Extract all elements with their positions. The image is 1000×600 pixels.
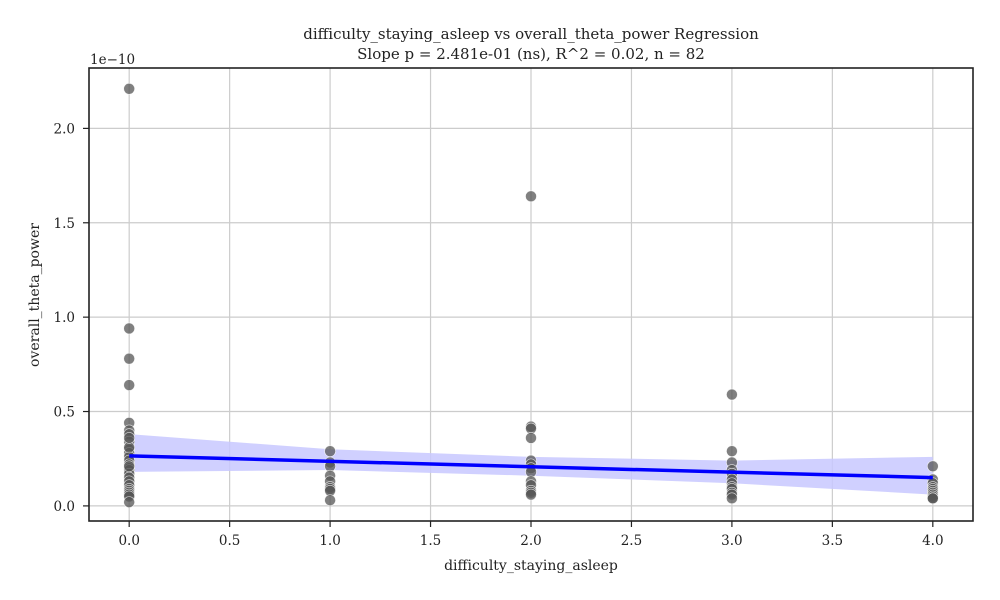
data-point [726,492,738,505]
x-tick-label: 3.0 [721,533,742,549]
data-point [525,488,537,501]
data-point [123,496,135,508]
data-point [123,82,135,95]
x-tick-label: 0.5 [219,533,240,549]
x-axis-label: difficulty_staying_asleep [444,558,618,574]
y-tick-label: 0.0 [54,499,75,515]
data-point [324,494,336,507]
data-point [726,445,738,457]
data-point [726,388,738,401]
chart-title: difficulty_staying_asleep vs overall_the… [303,25,759,43]
x-tick-label: 1.5 [420,533,441,549]
data-point [123,460,135,473]
y-tick-label: 2.0 [54,121,75,137]
data-point [927,460,939,473]
data-point [525,432,537,444]
y-axis-ticks: 0.0 0.5 1.0 1.5 2.0 [54,121,89,515]
data-point [324,445,336,457]
x-tick-label: 4.0 [922,533,943,549]
y-tick-label: 0.5 [54,405,75,421]
data-point [123,352,135,365]
data-point [927,492,939,505]
x-axis-ticks: 0.0 0.5 1.0 1.5 2.0 2.5 3.0 3.5 4.0 [118,521,944,549]
regression-line-layer [129,454,933,480]
x-tick-label: 2.5 [621,533,642,549]
y-tick-label: 1.0 [54,310,75,326]
data-point [525,190,537,203]
y-tick-label: 1.5 [54,216,75,232]
x-tick-label: 0.0 [118,533,139,549]
y-offset-label: 1e−10 [90,52,135,68]
grid-lines [89,68,973,521]
x-tick-label: 2.0 [520,533,541,549]
data-point [123,379,135,391]
y-axis-label: overall_theta_power [27,223,43,367]
plot-frame [88,67,974,522]
x-tick-label: 1.0 [319,533,340,549]
regression-line [129,454,933,480]
data-point [123,322,135,335]
x-tick-label: 3.5 [822,533,843,549]
chart-subtitle: Slope p = 2.481e-01 (ns), R^2 = 0.02, n … [357,45,705,63]
data-point [123,432,135,444]
